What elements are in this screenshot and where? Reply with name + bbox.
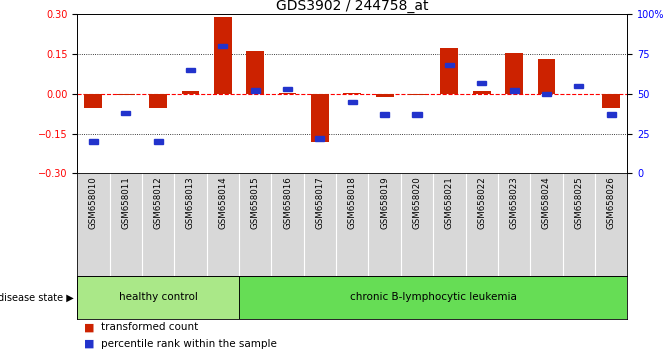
Text: chronic B-lymphocytic leukemia: chronic B-lymphocytic leukemia xyxy=(350,292,517,302)
Bar xyxy=(413,113,421,117)
Text: ■: ■ xyxy=(84,322,95,332)
Text: transformed count: transformed count xyxy=(101,322,198,332)
Bar xyxy=(283,87,292,91)
Bar xyxy=(344,93,361,94)
Bar xyxy=(542,92,551,96)
Text: GSM658025: GSM658025 xyxy=(574,177,583,229)
Text: GSM658021: GSM658021 xyxy=(445,177,454,229)
Text: GSM658010: GSM658010 xyxy=(89,177,98,229)
Bar xyxy=(278,93,297,94)
Text: GSM658026: GSM658026 xyxy=(607,177,616,229)
Title: GDS3902 / 244758_at: GDS3902 / 244758_at xyxy=(276,0,429,13)
Text: GSM658019: GSM658019 xyxy=(380,177,389,229)
Text: GSM658013: GSM658013 xyxy=(186,177,195,229)
Bar xyxy=(239,276,627,319)
Text: healthy control: healthy control xyxy=(119,292,197,302)
Bar xyxy=(509,88,519,93)
Bar xyxy=(607,113,616,117)
Text: GSM658022: GSM658022 xyxy=(477,177,486,229)
Bar xyxy=(246,51,264,94)
Text: GSM658015: GSM658015 xyxy=(251,177,260,229)
Bar xyxy=(149,94,167,108)
Text: GSM658011: GSM658011 xyxy=(121,177,130,229)
Bar xyxy=(380,113,389,117)
Bar xyxy=(182,91,199,94)
Text: GSM658014: GSM658014 xyxy=(218,177,227,229)
Bar xyxy=(89,139,98,144)
Bar xyxy=(440,48,458,94)
Text: GSM658024: GSM658024 xyxy=(542,177,551,229)
Bar xyxy=(473,91,491,94)
Bar xyxy=(408,94,426,95)
Text: GSM658017: GSM658017 xyxy=(315,177,324,229)
Bar xyxy=(214,17,231,94)
Text: GSM658020: GSM658020 xyxy=(413,177,421,229)
Bar xyxy=(477,81,486,85)
Bar xyxy=(603,94,620,108)
Bar xyxy=(154,139,162,144)
Bar xyxy=(505,53,523,94)
Bar xyxy=(376,94,393,97)
Text: disease state ▶: disease state ▶ xyxy=(0,292,74,302)
Text: GSM658023: GSM658023 xyxy=(509,177,519,229)
Bar xyxy=(218,44,227,48)
Bar xyxy=(77,276,239,319)
Text: ■: ■ xyxy=(84,339,95,349)
Text: GSM658018: GSM658018 xyxy=(348,177,357,229)
Bar xyxy=(251,88,260,93)
Text: percentile rank within the sample: percentile rank within the sample xyxy=(101,339,276,349)
Bar xyxy=(85,94,102,108)
Text: GSM658012: GSM658012 xyxy=(154,177,162,229)
Bar xyxy=(537,59,556,94)
Bar xyxy=(348,100,357,104)
Bar xyxy=(186,68,195,72)
Bar xyxy=(574,84,583,88)
Bar xyxy=(315,136,325,141)
Bar xyxy=(121,111,130,115)
Bar xyxy=(445,63,454,67)
Bar xyxy=(117,94,135,95)
Text: GSM658016: GSM658016 xyxy=(283,177,292,229)
Bar xyxy=(311,94,329,142)
